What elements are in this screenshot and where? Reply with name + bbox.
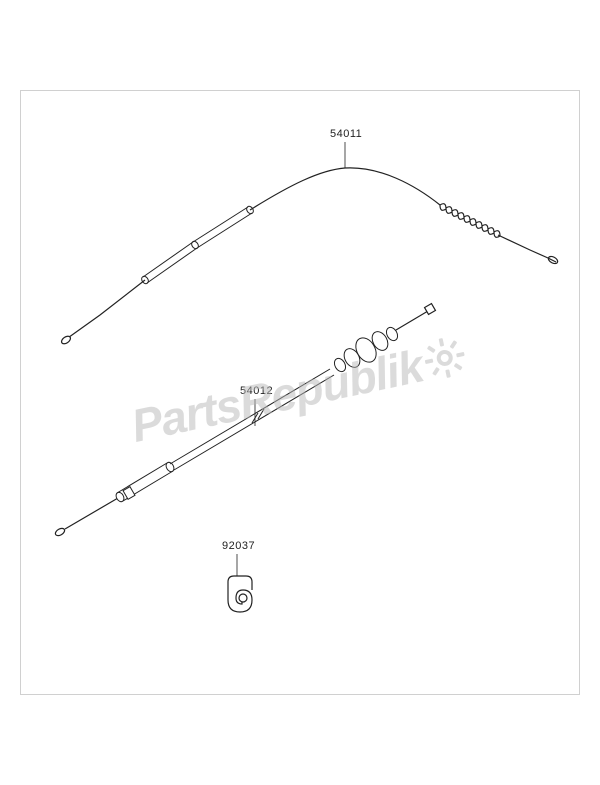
callout-leaders [237,142,345,576]
part-cable-54012 [54,304,435,538]
part-clamp-92037 [228,576,252,612]
callout-label-54011: 54011 [330,128,362,140]
diagram-canvas: 54011 54012 92037 PartsRepublik [0,0,600,785]
parts-diagram-svg [0,0,600,785]
part-cable-54011 [60,168,559,345]
callout-label-92037: 92037 [222,540,255,552]
callout-label-54012: 54012 [240,385,273,397]
